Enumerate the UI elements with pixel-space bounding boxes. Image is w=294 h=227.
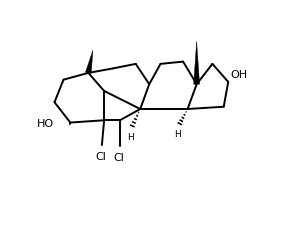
- Text: Cl: Cl: [113, 153, 124, 163]
- Polygon shape: [86, 50, 93, 74]
- Text: H: H: [174, 131, 181, 139]
- Polygon shape: [194, 41, 200, 84]
- Text: HO: HO: [36, 119, 54, 129]
- Text: H: H: [127, 133, 133, 142]
- Text: Cl: Cl: [95, 152, 106, 162]
- Text: OH: OH: [230, 70, 248, 80]
